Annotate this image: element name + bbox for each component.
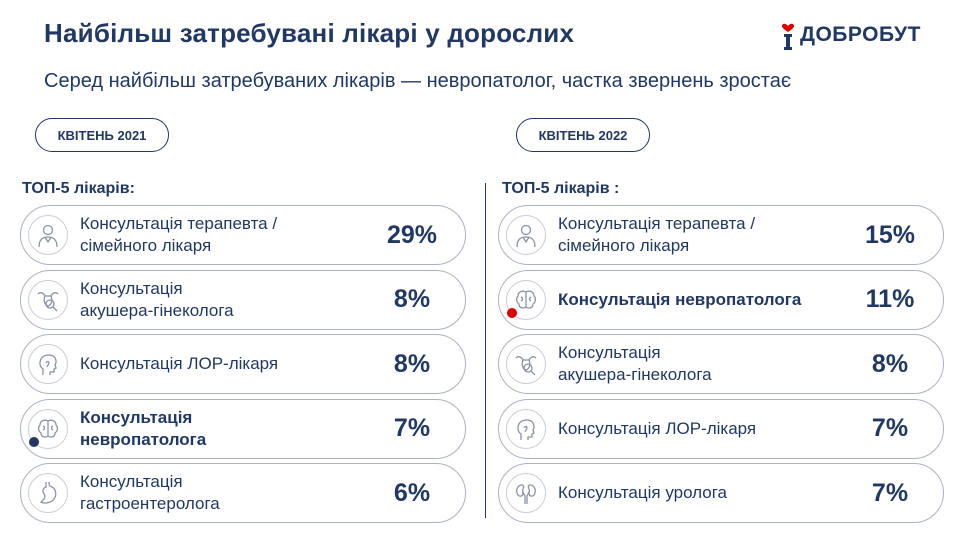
ent-head-icon	[506, 408, 546, 449]
list-item: Консультація терапевта / сімейного лікаря…	[498, 205, 944, 265]
doctor-icon	[506, 215, 546, 255]
item-label-line1: Консультація невропатолога	[558, 289, 802, 309]
brand-logo: ДОБРОБУТ	[780, 20, 921, 50]
top5-label-2022: ТОП-5 лікарів :	[502, 180, 620, 197]
brain-icon	[28, 408, 68, 449]
item-label-line1: Консультація уролога	[558, 483, 728, 502]
list-item: Консультація гастроентеролога 6%	[20, 463, 466, 523]
logo-figure-icon	[782, 23, 794, 50]
list-item: Консультація невропатолога 11%	[498, 269, 944, 330]
list-item: Консультація уролога 7%	[498, 463, 944, 523]
period-badge-2021: КВІТЕНЬ 2021	[35, 118, 169, 152]
ent-head-icon	[28, 344, 68, 384]
page-title: Найбільш затребувані лікарі у дорослих	[44, 18, 575, 48]
item-label-line2: гастроентеролога	[80, 494, 220, 513]
ranking-list-2022: Консультація терапевта / сімейного лікаря…	[498, 205, 944, 528]
ranking-list-2021: Консультація терапевта / сімейного лікаря…	[20, 205, 466, 528]
item-percentage: 7%	[871, 414, 909, 442]
uterus-icon	[28, 279, 68, 320]
highlight-dot	[29, 436, 39, 447]
list-item: Консультація терапевта / сімейного лікаря…	[20, 205, 466, 265]
uterus-icon	[506, 344, 546, 384]
list-item: Консультація акушера-гінеколога 8%	[498, 334, 944, 394]
item-label-line1: Консультація терапевта /	[558, 214, 756, 233]
item-percentage: 6%	[393, 478, 431, 507]
item-label-line1: Консультація	[558, 343, 661, 362]
item-percentage: 8%	[393, 285, 431, 313]
item-label-line2: невропатолога	[80, 429, 207, 449]
column-divider	[485, 183, 486, 518]
period-badge-2022: КВІТЕНЬ 2022	[516, 118, 650, 152]
stomach-icon	[28, 473, 68, 513]
brain-icon	[506, 279, 546, 320]
item-label-line1: Консультація терапевта /	[80, 214, 278, 233]
top5-label-2021: ТОП-5 лікарів:	[22, 180, 135, 197]
item-percentage: 8%	[871, 349, 909, 378]
item-percentage: 11%	[865, 285, 915, 313]
highlight-dot	[507, 307, 517, 318]
list-item: Консультація ЛОР-лікаря 7%	[498, 398, 944, 459]
item-label-line1: Консультація	[80, 472, 183, 491]
item-label-line2: сімейного лікаря	[558, 236, 690, 255]
item-label-line2: сімейного лікаря	[80, 236, 212, 255]
item-label-line1: Консультація	[80, 407, 193, 427]
item-label-line2: акушера-гінеколога	[80, 300, 234, 320]
item-percentage: 7%	[393, 414, 431, 442]
logo-text: ДОБРОБУТ	[800, 23, 921, 46]
list-item: Консультація ЛОР-лікаря 8%	[20, 334, 466, 394]
item-label-line1: Консультація ЛОР-лікаря	[558, 418, 757, 438]
item-label-line1: Консультація	[80, 278, 183, 298]
item-percentage: 15%	[864, 220, 916, 249]
list-item: Консультація невропатолога 7%	[20, 398, 466, 459]
doctor-icon	[28, 215, 68, 255]
item-percentage: 29%	[386, 220, 438, 249]
item-percentage: 8%	[393, 349, 431, 378]
kidneys-icon	[506, 473, 546, 513]
item-label-line1: Консультація ЛОР-лікаря	[80, 354, 279, 373]
item-label-line2: акушера-гінеколога	[558, 365, 712, 384]
list-item: Консультація акушера-гінеколога 8%	[20, 269, 466, 330]
page-subtitle: Серед найбільш затребуваних лікарів — не…	[44, 70, 792, 92]
item-percentage: 7%	[871, 478, 909, 507]
